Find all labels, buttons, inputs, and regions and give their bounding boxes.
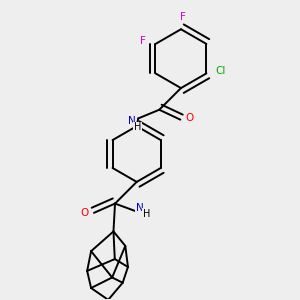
Text: O: O (185, 113, 194, 123)
Text: F: F (140, 36, 146, 46)
Text: N: N (136, 203, 144, 213)
Text: H: H (143, 209, 150, 219)
Text: F: F (180, 13, 185, 22)
Text: H: H (134, 122, 141, 132)
Text: N: N (128, 116, 135, 126)
Text: Cl: Cl (215, 66, 226, 76)
Text: O: O (80, 208, 89, 218)
